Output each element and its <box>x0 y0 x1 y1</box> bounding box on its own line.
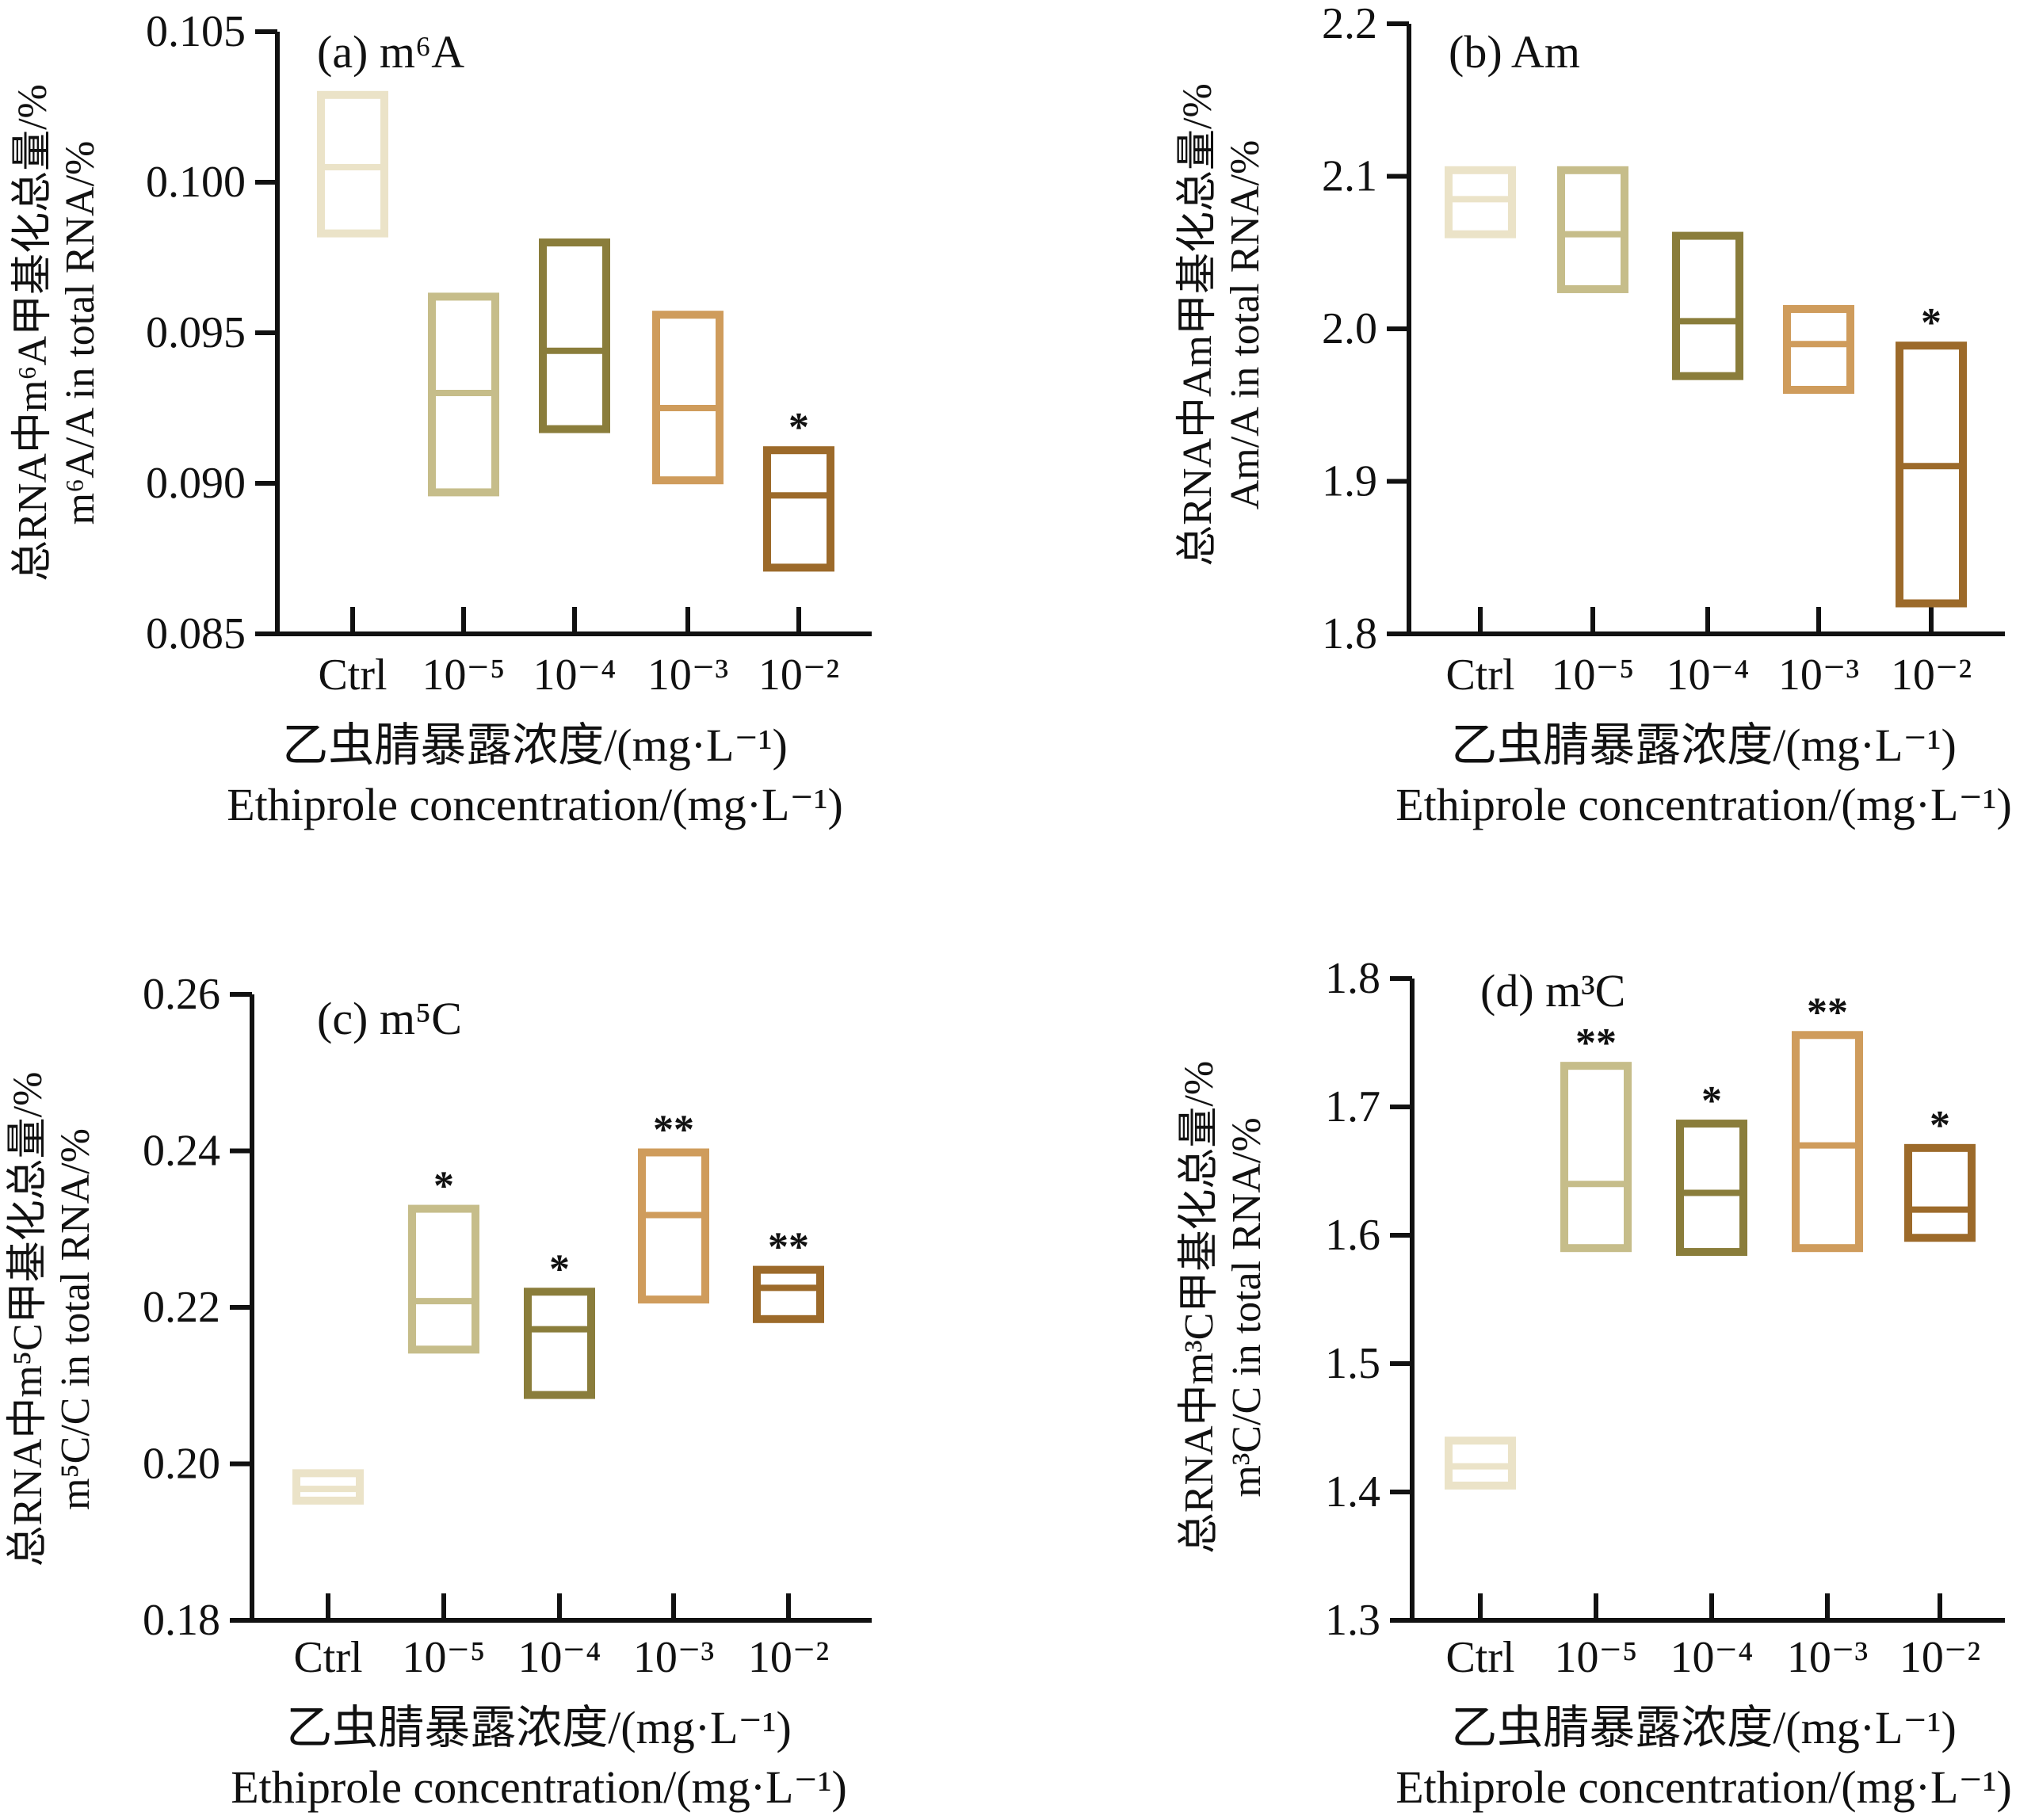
y-tick-label: 0.26 <box>143 970 220 1019</box>
box-4 <box>638 1148 709 1304</box>
x-tick-label: 10⁻³ <box>633 1633 714 1682</box>
x-axis-label-en: Ethiprole concentration/(mg·L⁻¹) <box>227 779 843 830</box>
x-tick-label: 10⁻³ <box>647 651 728 700</box>
significance-marker: * <box>1921 300 1941 345</box>
box-5 <box>763 446 834 572</box>
significance-marker: * <box>1701 1078 1722 1124</box>
significance-marker: * <box>1930 1103 1950 1148</box>
y-axis-label-en: Am/A in total RNA/% <box>1223 140 1268 510</box>
y-tick-label: 1.5 <box>1325 1339 1380 1388</box>
y-tick-label: 1.7 <box>1325 1082 1380 1131</box>
box-5 <box>753 1265 824 1323</box>
x-tick-label: Ctrl <box>293 1633 362 1682</box>
significance-marker: ** <box>1807 990 1848 1035</box>
y-tick-label: 1.8 <box>1322 609 1377 658</box>
y-tick-label: 0.22 <box>143 1283 220 1332</box>
y-axis-label-cn: 总RNA中m⁵C甲基化总量/% <box>6 1072 51 1567</box>
panel-title: (b) Am <box>1449 26 1580 78</box>
y-tick-label: 1.8 <box>1325 954 1380 1003</box>
box-5 <box>1904 1143 1976 1242</box>
x-axis-label-cn: 乙虫腈暴露浓度/(mg·L⁻¹) <box>282 719 788 771</box>
y-axis-label-en: m³C/C in total RNA/% <box>1224 1117 1269 1497</box>
box-5 <box>1896 341 1967 608</box>
significance-marker: * <box>433 1164 454 1209</box>
y-axis-label-en: m⁵C/C in total RNA/% <box>53 1128 98 1510</box>
panel-title: (c) m⁵C <box>317 993 462 1044</box>
x-tick-label: 10⁻⁵ <box>422 651 505 700</box>
x-tick-label: Ctrl <box>1445 1633 1514 1682</box>
significance-marker: * <box>549 1246 570 1292</box>
box-3 <box>524 1288 595 1399</box>
box-2 <box>1557 166 1628 293</box>
box-3 <box>539 238 610 433</box>
significance-marker: * <box>788 405 809 450</box>
x-tick-label: 10⁻³ <box>1787 1633 1868 1682</box>
y-tick-label: 0.095 <box>146 308 246 357</box>
x-tick-label: 10⁻⁵ <box>402 1633 485 1682</box>
significance-marker: ** <box>1575 1021 1617 1066</box>
x-tick-label: 10⁻⁴ <box>1670 1633 1753 1682</box>
y-tick-label: 0.18 <box>143 1596 220 1645</box>
box-3 <box>1676 1120 1747 1257</box>
y-tick-label: 0.24 <box>143 1127 220 1176</box>
panel-title: (a) m⁶A <box>317 26 464 78</box>
y-tick-label: 0.100 <box>146 158 246 207</box>
x-axis-label-cn: 乙虫腈暴露浓度/(mg·L⁻¹) <box>1451 1702 1957 1753</box>
y-tick-label: 2.2 <box>1322 0 1377 48</box>
significance-marker: ** <box>653 1107 694 1152</box>
panel-1: 0.085 0.090 0.095 0.100 0.105 Ctrl 10⁻⁵ 10⁻⁴ 10⁻… <box>10 7 872 830</box>
y-tick-label: 0.20 <box>143 1440 220 1489</box>
box-4 <box>1792 1031 1863 1253</box>
box-1 <box>1445 1437 1516 1490</box>
x-tick-label: 10⁻⁴ <box>1666 651 1749 700</box>
x-tick-label: 10⁻² <box>1899 1633 1980 1682</box>
box-2 <box>1560 1062 1632 1253</box>
x-tick-label: 10⁻² <box>748 1633 829 1682</box>
x-tick-label: 10⁻³ <box>1778 651 1859 700</box>
panel-title: (d) m³C <box>1480 965 1625 1017</box>
x-axis-label-en: Ethiprole concentration/(mg·L⁻¹) <box>231 1761 847 1813</box>
y-tick-label: 1.4 <box>1325 1467 1380 1517</box>
x-tick-label: 10⁻² <box>758 651 839 700</box>
x-tick-label: 10⁻⁵ <box>1551 651 1634 700</box>
y-tick-label: 1.3 <box>1325 1596 1380 1645</box>
box-3 <box>1672 231 1743 380</box>
y-tick-label: 2.0 <box>1322 304 1377 353</box>
y-axis-label-cn: 总RNA中Am甲基化总量/% <box>1175 83 1220 567</box>
y-tick-label: 2.1 <box>1322 152 1377 201</box>
x-axis-label-cn: 乙虫腈暴露浓度/(mg·L⁻¹) <box>286 1702 792 1753</box>
y-tick-label: 0.085 <box>146 609 246 658</box>
y-tick-label: 1.9 <box>1322 457 1377 506</box>
x-axis-label-cn: 乙虫腈暴露浓度/(mg·L⁻¹) <box>1451 719 1957 771</box>
panel-3: 0.18 0.20 0.22 0.24 0.26 Ctrl 10⁻⁵ 10⁻⁴ 10⁻³ 10⁻²… <box>6 970 872 1813</box>
box-4 <box>652 311 724 485</box>
significance-marker: ** <box>768 1225 809 1270</box>
panel-2: 1.8 1.9 2.0 2.1 2.2 Ctrl 10⁻⁵ 10⁻⁴ 10⁻³ 10⁻² * (b) … <box>1175 0 2012 830</box>
box-2 <box>408 1204 479 1354</box>
x-axis-label-en: Ethiprole concentration/(mg·L⁻¹) <box>1395 779 2012 830</box>
y-axis-label-cn: 总RNA中m⁶A甲基化总量/% <box>10 84 55 582</box>
box-4 <box>1783 304 1854 395</box>
y-axis-label-en: m⁶A/A in total RNA/% <box>58 141 103 525</box>
x-axis-label-en: Ethiprole concentration/(mg·L⁻¹) <box>1395 1761 2012 1813</box>
y-tick-label: 0.105 <box>146 7 246 56</box>
x-tick-label: 10⁻⁴ <box>517 1633 601 1682</box>
y-axis-label-cn: 总RNA中m³C甲基化总量/% <box>1177 1061 1222 1554</box>
x-tick-label: 10⁻⁵ <box>1554 1633 1637 1682</box>
x-tick-label: Ctrl <box>318 651 387 700</box>
x-tick-label: 10⁻² <box>1891 651 1972 700</box>
y-tick-label: 1.6 <box>1325 1211 1380 1260</box>
x-tick-label: Ctrl <box>1445 651 1514 700</box>
x-tick-label: 10⁻⁴ <box>533 651 616 700</box>
y-tick-label: 0.090 <box>146 459 246 508</box>
